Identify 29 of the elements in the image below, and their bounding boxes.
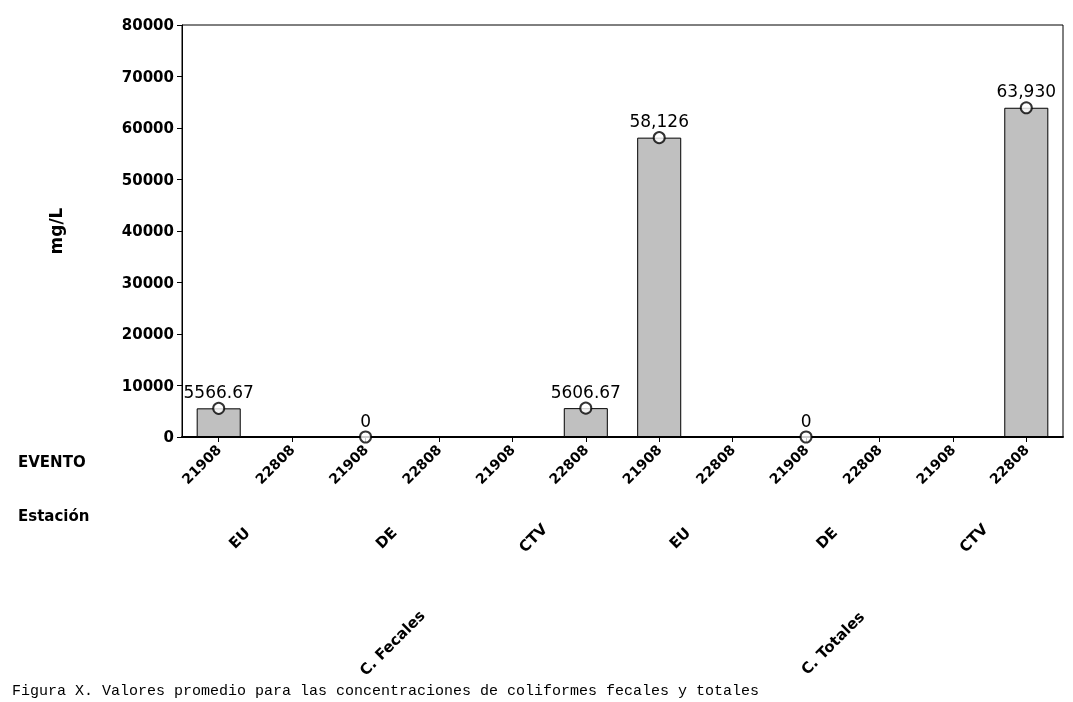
- data-label: 63,930: [996, 81, 1057, 102]
- text: EVENTO: [18, 452, 86, 471]
- text: Estación: [18, 506, 90, 525]
- y-tick-label: 60000: [121, 119, 174, 137]
- y-axis-title: mg/L: [45, 207, 66, 255]
- point: [799, 430, 813, 444]
- y-tick-label: 80000: [121, 16, 174, 34]
- y-tick-label: 20000: [121, 325, 174, 343]
- data-label: 0: [800, 410, 812, 431]
- data-label: 0: [360, 410, 371, 431]
- point: [359, 430, 373, 444]
- point: [212, 401, 226, 415]
- point: [579, 401, 593, 415]
- y-tick-label: 30000: [121, 273, 174, 292]
- y-tick-label: 70000: [121, 67, 174, 86]
- text: Figura X. Valores promedio para las concentraciones de coliformes fecales y totales: [12, 683, 760, 700]
- data-label: 58,126: [629, 111, 689, 132]
- text: EU: [665, 523, 695, 553]
- text: DE: [812, 523, 842, 553]
- y-tick-label: 40000: [121, 222, 174, 240]
- y-tick-label: 50000: [121, 170, 174, 189]
- y-tick-label: 10000: [121, 376, 174, 395]
- data-label: 5606.67: [550, 381, 621, 402]
- y-tick-label: 0: [163, 428, 174, 446]
- text: DE: [371, 523, 401, 553]
- point: [1019, 101, 1033, 115]
- text: EU: [225, 523, 254, 553]
- data-label: 5566.67: [183, 381, 254, 402]
- point: [652, 131, 666, 145]
